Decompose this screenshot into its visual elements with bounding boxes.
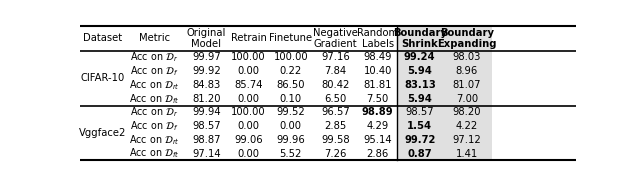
Text: Boundary
Expanding: Boundary Expanding (437, 27, 497, 49)
Text: 83.13: 83.13 (404, 80, 436, 90)
Text: 7.50: 7.50 (367, 94, 388, 104)
Text: Boundary
Shrink: Boundary Shrink (393, 27, 447, 49)
Text: 0.22: 0.22 (280, 66, 302, 76)
Text: 97.14: 97.14 (192, 149, 221, 159)
Text: 98.20: 98.20 (452, 107, 481, 117)
Text: 0.00: 0.00 (237, 121, 260, 131)
Text: 6.50: 6.50 (324, 94, 347, 104)
Text: 98.03: 98.03 (452, 52, 481, 62)
Text: 100.00: 100.00 (231, 107, 266, 117)
Text: 81.07: 81.07 (452, 80, 481, 90)
Text: 84.83: 84.83 (193, 80, 221, 90)
Text: 8.96: 8.96 (456, 66, 478, 76)
Text: 7.00: 7.00 (456, 94, 478, 104)
Text: Negative
Gradient: Negative Gradient (313, 27, 358, 49)
Text: 2.85: 2.85 (324, 121, 347, 131)
Text: 5.94: 5.94 (407, 94, 432, 104)
Text: 81.20: 81.20 (192, 94, 221, 104)
Text: 97.12: 97.12 (452, 135, 481, 145)
Text: 10.40: 10.40 (364, 66, 392, 76)
Text: 100.00: 100.00 (273, 52, 308, 62)
Text: 99.94: 99.94 (192, 107, 221, 117)
Text: 0.00: 0.00 (237, 66, 260, 76)
Text: 99.52: 99.52 (276, 107, 305, 117)
Text: Vggface2: Vggface2 (79, 128, 126, 138)
Text: 5.52: 5.52 (280, 149, 302, 159)
Text: 99.92: 99.92 (192, 66, 221, 76)
Text: Acc on $\mathcal{D}_r$: Acc on $\mathcal{D}_r$ (131, 106, 179, 119)
Text: 99.06: 99.06 (234, 135, 263, 145)
Text: Acc on $\mathcal{D}_f$: Acc on $\mathcal{D}_f$ (130, 119, 179, 133)
Text: 97.16: 97.16 (321, 52, 350, 62)
Text: 2.86: 2.86 (367, 149, 388, 159)
Text: 7.26: 7.26 (324, 149, 347, 159)
Text: 86.50: 86.50 (276, 80, 305, 90)
Text: 98.57: 98.57 (192, 121, 221, 131)
Text: 0.00: 0.00 (237, 94, 260, 104)
Text: 99.24: 99.24 (404, 52, 436, 62)
Text: Acc on $\mathcal{D}_{ft}$: Acc on $\mathcal{D}_{ft}$ (129, 92, 180, 106)
Text: 0.00: 0.00 (237, 149, 260, 159)
Text: 5.94: 5.94 (407, 66, 432, 76)
Text: CIFAR-10: CIFAR-10 (80, 73, 124, 83)
Text: 4.29: 4.29 (367, 121, 388, 131)
Text: 1.54: 1.54 (407, 121, 433, 131)
Text: Acc on $\mathcal{D}_{ft}$: Acc on $\mathcal{D}_{ft}$ (129, 147, 180, 161)
Text: 98.49: 98.49 (364, 52, 392, 62)
Text: Acc on $\mathcal{D}_{rt}$: Acc on $\mathcal{D}_{rt}$ (129, 133, 180, 147)
Text: 95.14: 95.14 (364, 135, 392, 145)
Text: 0.87: 0.87 (408, 149, 432, 159)
Text: Acc on $\mathcal{D}_{rt}$: Acc on $\mathcal{D}_{rt}$ (129, 78, 180, 92)
Text: 99.96: 99.96 (276, 135, 305, 145)
Text: Finetune: Finetune (269, 33, 312, 43)
Text: Acc on $\mathcal{D}_f$: Acc on $\mathcal{D}_f$ (130, 64, 179, 78)
Text: Acc on $\mathcal{D}_r$: Acc on $\mathcal{D}_r$ (131, 51, 179, 64)
FancyBboxPatch shape (397, 26, 492, 161)
Text: Metric: Metric (139, 33, 170, 43)
Text: 98.57: 98.57 (406, 107, 434, 117)
Text: 80.42: 80.42 (321, 80, 349, 90)
Text: 81.81: 81.81 (364, 80, 392, 90)
Text: 1.41: 1.41 (456, 149, 478, 159)
Text: 98.87: 98.87 (192, 135, 221, 145)
Text: 0.10: 0.10 (280, 94, 302, 104)
Text: 96.57: 96.57 (321, 107, 350, 117)
Text: Original
Model: Original Model (187, 27, 226, 49)
Text: 98.89: 98.89 (362, 107, 394, 117)
Text: 7.84: 7.84 (324, 66, 346, 76)
Text: Dataset: Dataset (83, 33, 122, 43)
Text: Random
Labels: Random Labels (357, 27, 398, 49)
Text: Retrain: Retrain (230, 33, 267, 43)
Text: 99.58: 99.58 (321, 135, 349, 145)
Text: 99.72: 99.72 (404, 135, 435, 145)
Text: 4.22: 4.22 (456, 121, 478, 131)
Text: 85.74: 85.74 (234, 80, 263, 90)
Text: 100.00: 100.00 (231, 52, 266, 62)
Text: 99.97: 99.97 (192, 52, 221, 62)
Text: 0.00: 0.00 (280, 121, 302, 131)
